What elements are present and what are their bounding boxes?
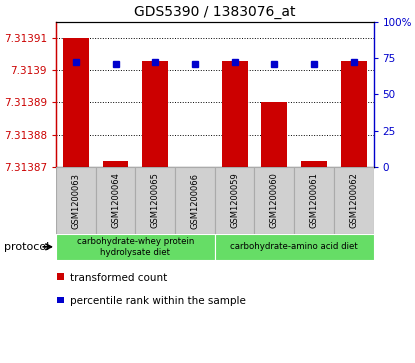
Bar (103, 160, 129, 167)
Bar (334, 167, 374, 234)
Bar (215, 167, 254, 234)
Title: GDS5390 / 1383076_at: GDS5390 / 1383076_at (134, 5, 295, 19)
Text: transformed count: transformed count (70, 273, 167, 283)
Text: GSM1200065: GSM1200065 (151, 173, 160, 228)
Bar (57, 273, 64, 280)
Text: GSM1200059: GSM1200059 (230, 173, 239, 228)
Bar (182, 167, 208, 344)
Bar (175, 167, 215, 234)
Bar (56, 234, 215, 260)
Bar (254, 167, 294, 234)
Bar (96, 167, 135, 234)
Text: GSM1200061: GSM1200061 (310, 173, 318, 228)
Bar (301, 160, 327, 167)
Text: GSM1200062: GSM1200062 (349, 173, 358, 228)
Bar (56, 167, 96, 234)
Text: GSM1200060: GSM1200060 (270, 173, 279, 228)
Text: GSM1200064: GSM1200064 (111, 173, 120, 228)
Bar (135, 167, 175, 234)
Bar (294, 167, 334, 234)
Bar (142, 61, 168, 167)
Bar (341, 61, 366, 167)
Text: carbohydrate-whey protein
hydrolysate diet: carbohydrate-whey protein hydrolysate di… (77, 237, 194, 257)
Bar (222, 61, 247, 167)
Bar (215, 234, 374, 260)
Text: protocol: protocol (4, 242, 49, 252)
Text: GSM1200066: GSM1200066 (190, 172, 200, 229)
Bar (261, 102, 287, 167)
Bar (63, 38, 89, 167)
Bar (57, 297, 64, 303)
Text: carbohydrate-amino acid diet: carbohydrate-amino acid diet (230, 242, 358, 251)
Text: GSM1200063: GSM1200063 (71, 172, 81, 229)
Text: percentile rank within the sample: percentile rank within the sample (70, 296, 246, 306)
